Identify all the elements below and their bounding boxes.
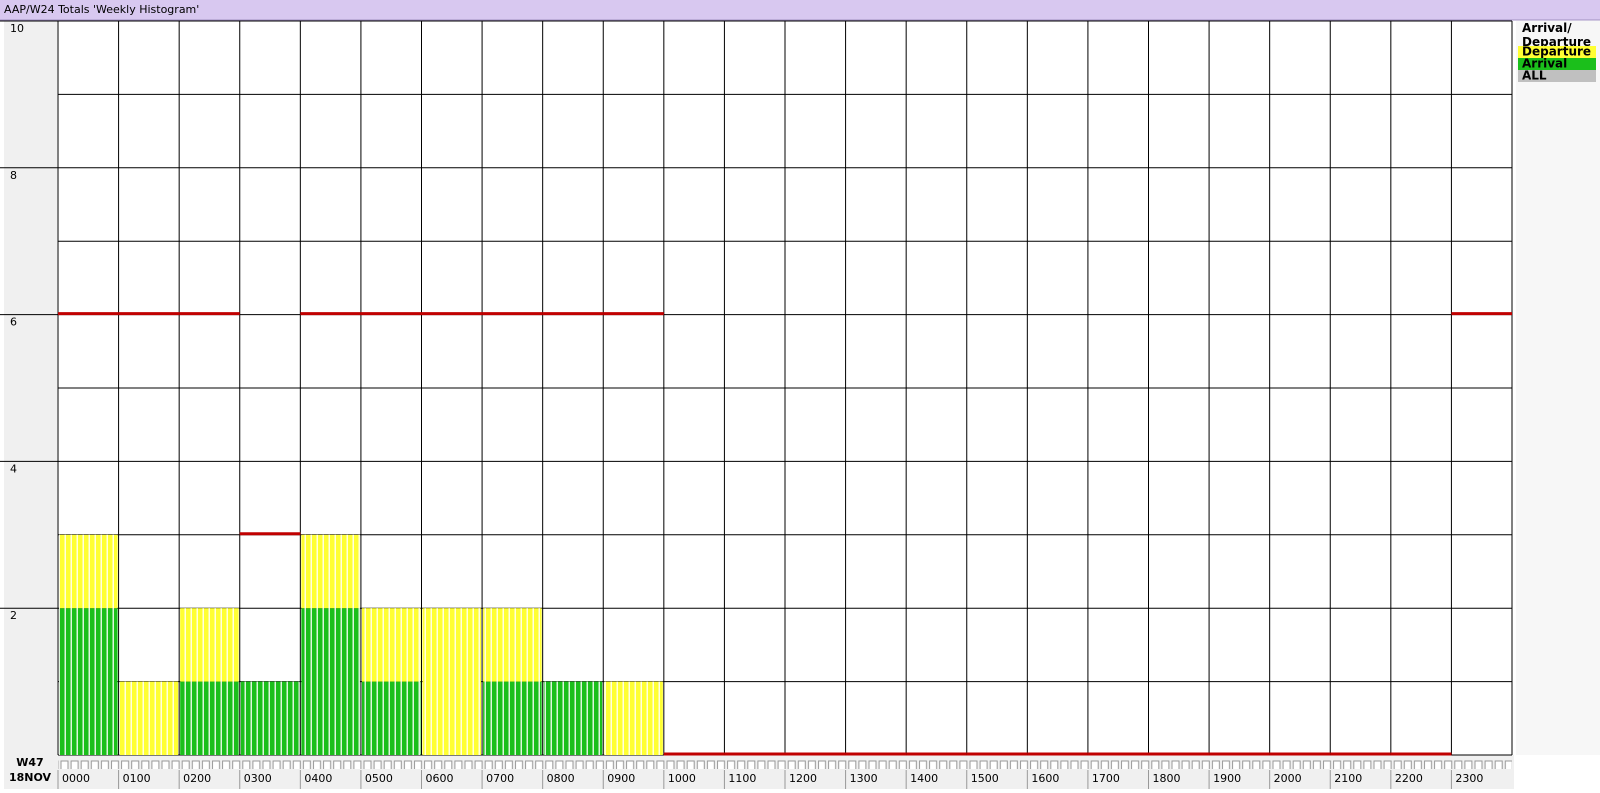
- y-tick-label: 6: [10, 316, 17, 329]
- bar-texture: [543, 681, 603, 755]
- legend-label: Arrival: [1522, 57, 1567, 71]
- bar-texture: [422, 608, 482, 755]
- x-tick-label: 2100: [1334, 772, 1362, 785]
- bar-texture: [604, 681, 663, 755]
- y-axis-panel: [4, 21, 57, 755]
- y-tick-label: 10: [10, 22, 24, 35]
- window-title: AAP/W24 Totals 'Weekly Histogram': [4, 3, 199, 16]
- date-label: 18NOV: [9, 771, 52, 784]
- y-tick-label: 8: [10, 169, 17, 182]
- bar-texture: [301, 534, 360, 755]
- x-tick-label: 1200: [789, 772, 817, 785]
- bar-texture: [119, 681, 179, 755]
- x-tick-label: 0500: [365, 772, 393, 785]
- bar-texture: [180, 608, 239, 755]
- x-tick-label: 2000: [1274, 772, 1302, 785]
- legend-label: ALL: [1522, 69, 1547, 83]
- legend-label: Departure: [1522, 45, 1591, 59]
- x-tick-label: 0600: [426, 772, 454, 785]
- x-tick-label: 1900: [1213, 772, 1241, 785]
- x-tick-label: 0900: [607, 772, 635, 785]
- legend-title: Arrival/Departure: [1522, 21, 1591, 49]
- x-tick-label: 0700: [486, 772, 514, 785]
- legend-panel: [1516, 21, 1600, 755]
- x-tick-label: 0000: [62, 772, 90, 785]
- x-tick-label: 0100: [123, 772, 151, 785]
- x-tick-label: 0200: [183, 772, 211, 785]
- x-tick-label: 1600: [1031, 772, 1059, 785]
- legend-swatch: [1518, 58, 1596, 70]
- x-tick-label: 1700: [1092, 772, 1120, 785]
- bar-texture: [240, 681, 300, 755]
- bar-texture: [361, 608, 421, 755]
- x-tick-label: 1400: [910, 772, 938, 785]
- x-tick-label: 2200: [1395, 772, 1423, 785]
- y-tick-label: 2: [10, 609, 17, 622]
- x-tick-label: 1100: [728, 772, 756, 785]
- y-tick-label: 4: [10, 462, 17, 475]
- x-tick-label: 0300: [244, 772, 272, 785]
- bar-texture: [483, 608, 542, 755]
- x-tick-label: 1000: [668, 772, 696, 785]
- x-tick-label: 1500: [971, 772, 999, 785]
- title-bar: [0, 0, 1600, 20]
- x-tick-label: 0800: [547, 772, 575, 785]
- week-label: W47: [16, 756, 43, 769]
- x-tick-label: 1300: [850, 772, 878, 785]
- legend-swatch: [1518, 70, 1596, 82]
- x-tick-label: 2300: [1455, 772, 1483, 785]
- x-tick-label: 0400: [304, 772, 332, 785]
- x-tick-label: 1800: [1153, 772, 1181, 785]
- bar-texture: [59, 534, 118, 755]
- x-minor-ticks: [58, 757, 1512, 769]
- legend-swatch: [1518, 46, 1596, 58]
